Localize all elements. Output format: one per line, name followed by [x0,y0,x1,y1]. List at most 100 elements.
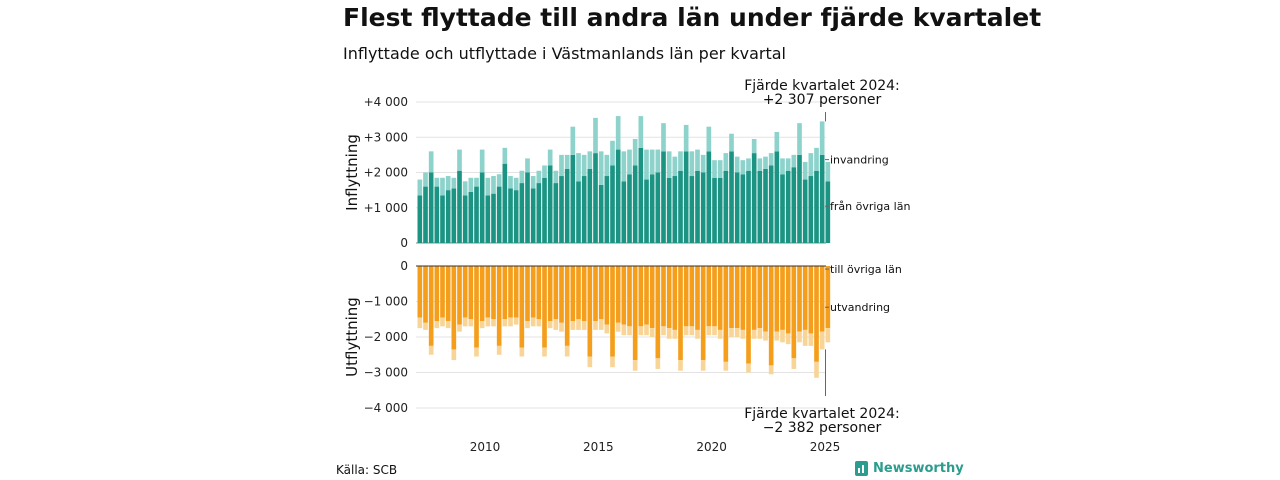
y-tick-label-in: +3 000 [364,130,408,144]
bar-out-emigration [683,326,689,336]
bar-in-other-counties [457,170,462,243]
bar-out-other-counties [513,266,519,318]
bar-in-immigration [576,153,581,182]
bar-out-emigration [457,324,462,332]
bar-out-emigration [581,321,587,330]
bar-out-emigration [615,322,621,332]
bar-in-immigration [757,158,763,171]
bar-in-other-counties [689,176,695,243]
bar-out-emigration [570,321,576,330]
bar-out-other-counties [581,266,587,322]
bar-in-other-counties [819,154,825,244]
bar-in-immigration [457,149,462,171]
bar-in-other-counties [587,168,593,243]
bar-in-other-counties [700,172,706,243]
bar-out-emigration [564,345,570,357]
y-axis-title-in: Inflyttning [343,134,361,211]
bar-in-immigration [462,181,468,196]
bar-out-emigration [780,329,785,343]
bar-out-other-counties [593,266,598,322]
grid-layer [416,101,826,409]
bar-out-other-counties [627,266,632,327]
bar-in-other-counties [491,193,496,243]
newsworthy-logo-icon [855,461,868,476]
bar-out-emigration [802,329,808,346]
bar-out-emigration [423,322,428,330]
bar-out-other-counties [689,266,695,327]
bar-in-other-counties [774,151,780,243]
annotation-out-title: Fjärde kvartalet 2024: [744,406,900,422]
y-tick-label-out: −4 000 [364,401,408,415]
bar-in-other-counties [604,176,610,243]
bar-out-other-counties [683,266,689,327]
bar-in-other-counties [785,170,791,243]
bar-out-other-counties [547,266,553,322]
chart-title: Flest flyttade till andra län under fjär… [343,3,1042,32]
chart-subtitle: Inflyttade och utflyttade i Västmanlands… [343,44,786,63]
bar-in-other-counties [712,177,717,243]
bar-in-other-counties [581,176,587,243]
bar-in-other-counties [553,183,559,243]
bar-out-emigration [666,328,672,339]
bar-in-immigration [700,154,706,173]
bar-in-other-counties [593,153,598,243]
bar-in-immigration [519,170,525,184]
bar-out-other-counties [496,266,502,346]
bar-in-immigration [564,154,570,169]
bar-out-other-counties [814,266,819,362]
bar-out-emigration [774,331,780,341]
bar-in-other-counties [570,154,576,244]
bar-out-emigration [649,328,655,338]
y-tick-label-out: −2 000 [364,330,408,344]
bar-in-immigration [485,177,491,196]
bar-in-immigration [536,170,542,184]
bar-in-immigration [525,158,530,173]
bar-in-immigration [559,154,564,177]
bar-in-immigration [672,156,678,177]
bar-out-other-counties [553,266,559,320]
bar-in-other-counties [763,168,768,243]
bar-in-other-counties [695,170,700,243]
bar-out-other-counties [525,266,530,322]
bar-in-immigration [740,160,746,175]
bar-out-emigration [672,329,678,339]
bar-in-immigration [814,147,819,171]
bar-out-other-counties [729,266,734,329]
bar-in-immigration [819,121,825,155]
bar-in-immigration [474,177,479,187]
brand-logo: Newsworthy [855,461,964,476]
y-tick-label-in: +1 000 [364,201,408,215]
x-tick-label: 2020 [696,440,727,454]
bar-in-other-counties [598,184,604,243]
bar-in-immigration [729,133,734,152]
bar-in-other-counties [525,172,530,243]
bar-in-other-counties [627,174,632,243]
bar-out-other-counties [587,266,593,357]
bar-in-immigration [712,160,717,178]
legend-label-utvandring: utvandring [830,301,890,314]
bar-out-other-counties [457,266,462,325]
bar-in-immigration [423,172,428,187]
bar-out-other-counties [417,266,423,318]
legend-label-fran-ovriga-lan: från övriga län [830,200,910,213]
bar-out-emigration [576,319,581,330]
bar-out-emigration [661,326,666,336]
bar-in-immigration [655,149,661,173]
bar-in-other-counties [462,195,468,243]
bar-in-immigration [649,149,655,175]
bar-out-emigration [644,324,649,336]
bar-out-other-counties [440,266,445,318]
bar-in-immigration [695,149,700,171]
bar-in-immigration [610,140,615,166]
bar-in-immigration [644,149,649,180]
annotation-out-value: −2 382 personer [763,420,882,436]
bar-in-other-counties [610,165,615,243]
bar-in-immigration [445,176,451,191]
bar-out-emigration [638,326,644,336]
bar-out-other-counties [666,266,672,329]
bar-in-immigration [491,176,496,194]
bar-out-other-counties [428,266,434,346]
bar-out-other-counties [638,266,644,327]
bar-in-other-counties [638,147,644,243]
